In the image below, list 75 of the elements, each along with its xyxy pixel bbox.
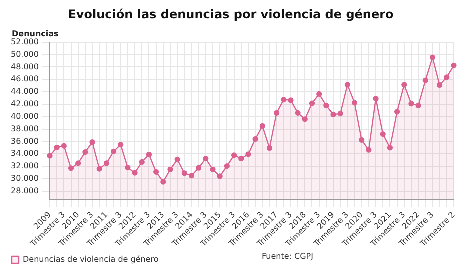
point xyxy=(380,131,386,138)
point xyxy=(430,54,436,60)
point xyxy=(224,163,230,170)
point xyxy=(146,152,152,158)
point xyxy=(437,82,443,88)
point xyxy=(302,116,308,122)
point xyxy=(316,91,322,98)
y-axis-title: Denuncias xyxy=(12,29,60,38)
point xyxy=(125,164,131,171)
point xyxy=(132,170,138,176)
y-tick-label: 28.000 xyxy=(10,186,39,196)
point xyxy=(288,98,294,104)
legend-label: Denuncias de violencia de género xyxy=(23,255,159,264)
point xyxy=(295,110,301,116)
y-tick-label: 46.000 xyxy=(10,74,39,84)
point xyxy=(110,148,117,154)
y-tick-label: 50.000 xyxy=(10,50,39,59)
point xyxy=(238,156,244,162)
point xyxy=(203,156,209,162)
point xyxy=(196,165,202,171)
point xyxy=(252,136,258,142)
point xyxy=(182,170,188,176)
point xyxy=(394,109,400,115)
y-tick-label: 44.000 xyxy=(10,87,39,96)
point xyxy=(387,145,394,151)
point xyxy=(47,153,53,159)
point xyxy=(174,156,180,163)
point xyxy=(76,160,82,166)
y-tick-label: 52.000 xyxy=(10,37,39,46)
y-tick-label: 34.000 xyxy=(10,149,39,158)
point xyxy=(281,97,287,103)
point xyxy=(118,142,124,148)
point xyxy=(373,96,379,102)
point xyxy=(444,74,450,80)
point xyxy=(54,144,60,150)
point xyxy=(154,169,160,175)
point xyxy=(402,82,408,88)
chart-title: Evolución las denuncias por violencia de género xyxy=(68,7,394,22)
point xyxy=(168,166,174,172)
point xyxy=(324,102,330,109)
point xyxy=(309,100,316,106)
point xyxy=(96,166,102,172)
point xyxy=(160,179,166,185)
point xyxy=(266,145,273,152)
point xyxy=(422,78,428,84)
point xyxy=(274,110,280,116)
point xyxy=(188,173,195,179)
point xyxy=(330,112,336,118)
point xyxy=(366,147,372,153)
point xyxy=(82,149,88,156)
y-tick-label: 48.000 xyxy=(10,62,39,72)
point xyxy=(104,160,110,166)
point xyxy=(416,102,422,109)
y-tick-label: 40.000 xyxy=(10,112,39,121)
point xyxy=(344,82,350,88)
point xyxy=(210,166,216,172)
point xyxy=(338,110,344,117)
point xyxy=(451,62,457,68)
y-tick-label: 42.000 xyxy=(10,100,39,109)
point xyxy=(68,166,74,172)
point xyxy=(246,152,252,158)
point xyxy=(139,159,145,166)
point xyxy=(352,100,358,106)
point xyxy=(359,137,365,143)
y-tick-label: 30.000 xyxy=(10,174,39,184)
point xyxy=(61,143,67,149)
point xyxy=(260,123,266,130)
y-tick-label: 36.000 xyxy=(10,136,39,146)
point xyxy=(231,152,238,158)
y-tick-label: 38.000 xyxy=(10,124,39,134)
source-note: Fuente: CGPJ xyxy=(262,252,314,261)
point xyxy=(90,140,96,146)
y-tick-label: 32.000 xyxy=(10,162,39,171)
point xyxy=(408,101,414,107)
point xyxy=(217,174,223,180)
